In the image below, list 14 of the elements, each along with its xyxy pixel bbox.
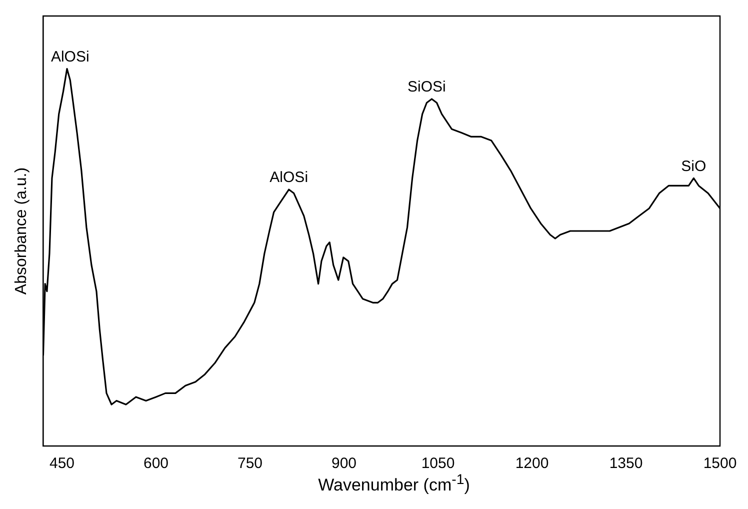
x-axis-title: Wavenumber (cm$^{-1}$) bbox=[317, 472, 471, 496]
annotation: AlOSi bbox=[50, 48, 90, 66]
x-tick-label: 1050 bbox=[421, 455, 455, 472]
x-tick-label: 1200 bbox=[515, 455, 549, 472]
y-axis-title: Absorbance (a.u.) bbox=[13, 167, 30, 295]
x-tick-label: 600 bbox=[143, 455, 169, 472]
x-tick-label: 1500 bbox=[703, 455, 737, 472]
annotation: SiOSi bbox=[408, 78, 446, 96]
annotation: AlOSi bbox=[270, 169, 308, 186]
annotation: SiO bbox=[681, 158, 706, 175]
x-tick-label: 1350 bbox=[609, 455, 643, 472]
x-tick-label: 750 bbox=[237, 455, 263, 472]
x-tick-label: 900 bbox=[331, 455, 357, 472]
x-tick-label: 450 bbox=[49, 455, 75, 472]
